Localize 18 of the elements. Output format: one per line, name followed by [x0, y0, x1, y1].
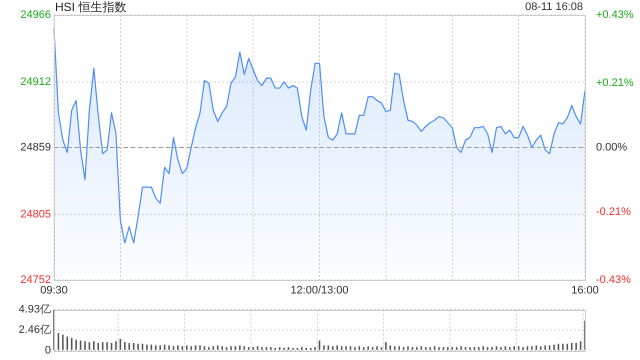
- text: 08-11 16:08: [525, 1, 583, 14]
- y-tick-label: 2.46亿: [18, 324, 51, 336]
- y2-tick-label: +0.43%: [596, 9, 634, 22]
- y-tick-label: 24912: [20, 76, 51, 88]
- y-tick-label: 24805: [20, 208, 51, 220]
- y-tick-label: 0: [44, 344, 51, 356]
- y2-tick-label: -0.21%: [596, 206, 632, 218]
- x-tick-label: 09:30: [40, 284, 68, 297]
- y2-tick-label: +0.21%: [596, 76, 634, 89]
- y2-tick-label: 0.00%: [596, 142, 628, 154]
- x-tick-label: 16:00: [571, 284, 599, 297]
- y2-tick-label: -0.43%: [596, 274, 632, 286]
- chart-title: HSI 恒生指数: [55, 0, 126, 14]
- y-tick-label: 4.93亿: [18, 304, 51, 316]
- x-tick-label: 12:00/13:00: [290, 284, 349, 297]
- y-tick-label: 24859: [20, 142, 51, 154]
- y-tick-label: 24966: [20, 9, 51, 22]
- y-tick-label: 24752: [20, 274, 51, 286]
